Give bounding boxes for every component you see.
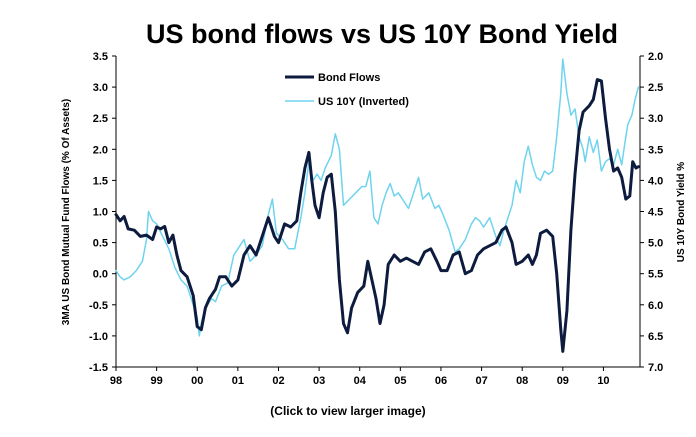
left-tick-label: 2.5 [93,113,108,125]
x-tick-label: 07 [475,375,487,387]
legend-label-bond-flows: Bond Flows [318,72,380,84]
x-tick-label: 02 [272,375,284,387]
x-tick-label: 09 [557,375,569,387]
right-tick-label: 3.0 [648,113,663,125]
left-tick-label: 3.5 [93,51,108,63]
left-tick-label: 0.5 [93,238,108,250]
x-tick-label: 06 [435,375,447,387]
left-tick-label: 1.5 [93,175,108,187]
x-tick-label: 10 [597,375,609,387]
x-tick-label: 03 [313,375,325,387]
legend-label-us-10y: US 10Y (Inverted) [318,96,409,108]
x-tick-label: 00 [191,375,203,387]
right-tick-label: 4.0 [648,175,663,187]
chart-title: US bond flows vs US 10Y Bond Yield [146,19,618,49]
left-tick-label: -1.0 [89,331,108,343]
left-tick-label: 3.0 [93,82,108,94]
right-tick-label: 6.0 [648,300,663,312]
left-tick-label: 2.0 [93,144,108,156]
x-tick-label: 98 [110,375,122,387]
view-larger-link[interactable]: (Click to view larger image) [270,404,426,418]
right-axis-ticks: 2.0 2.5 3.0 3.5 4.0 4.5 5.0 5.5 6.0 6.5 7.0 [640,51,663,374]
right-tick-label: 2.5 [648,82,663,94]
right-tick-label: 3.5 [648,144,663,156]
right-tick-label: 5.5 [648,269,663,281]
right-tick-label: 6.5 [648,331,663,343]
right-tick-label: 4.5 [648,207,663,219]
left-axis-label: 3MA US Bond Mutual Fund Flows (% Of Asse… [61,99,72,325]
right-tick-label: 7.0 [648,362,663,374]
series-line-bond-flows [114,78,640,353]
x-tick-label: 05 [394,375,406,387]
left-tick-label: -0.5 [89,300,108,312]
series-layer [114,58,640,353]
left-tick-label: 0.0 [93,269,108,281]
left-tick-label: -1.5 [89,362,108,374]
right-tick-label: 5.0 [648,238,663,250]
x-tick-label: 04 [354,375,367,387]
right-tick-label: 2.0 [648,51,663,63]
x-tick-label: 99 [150,375,162,387]
x-tick-label: 01 [232,375,244,387]
left-tick-label: 1.0 [93,207,108,219]
left-axis-ticks: 3.5 3.0 2.5 2.0 1.5 1.0 0.5 0.0 -0.5 -1.0 -1.5 [89,51,116,374]
right-axis-label: US 10Y Bond Yield % [676,162,687,263]
x-axis-ticks: 98 99 00 01 02 03 04 05 06 07 08 09 10 [110,367,610,387]
x-tick-label: 08 [516,375,528,387]
legend: Bond Flows US 10Y (Inverted) [285,72,409,108]
